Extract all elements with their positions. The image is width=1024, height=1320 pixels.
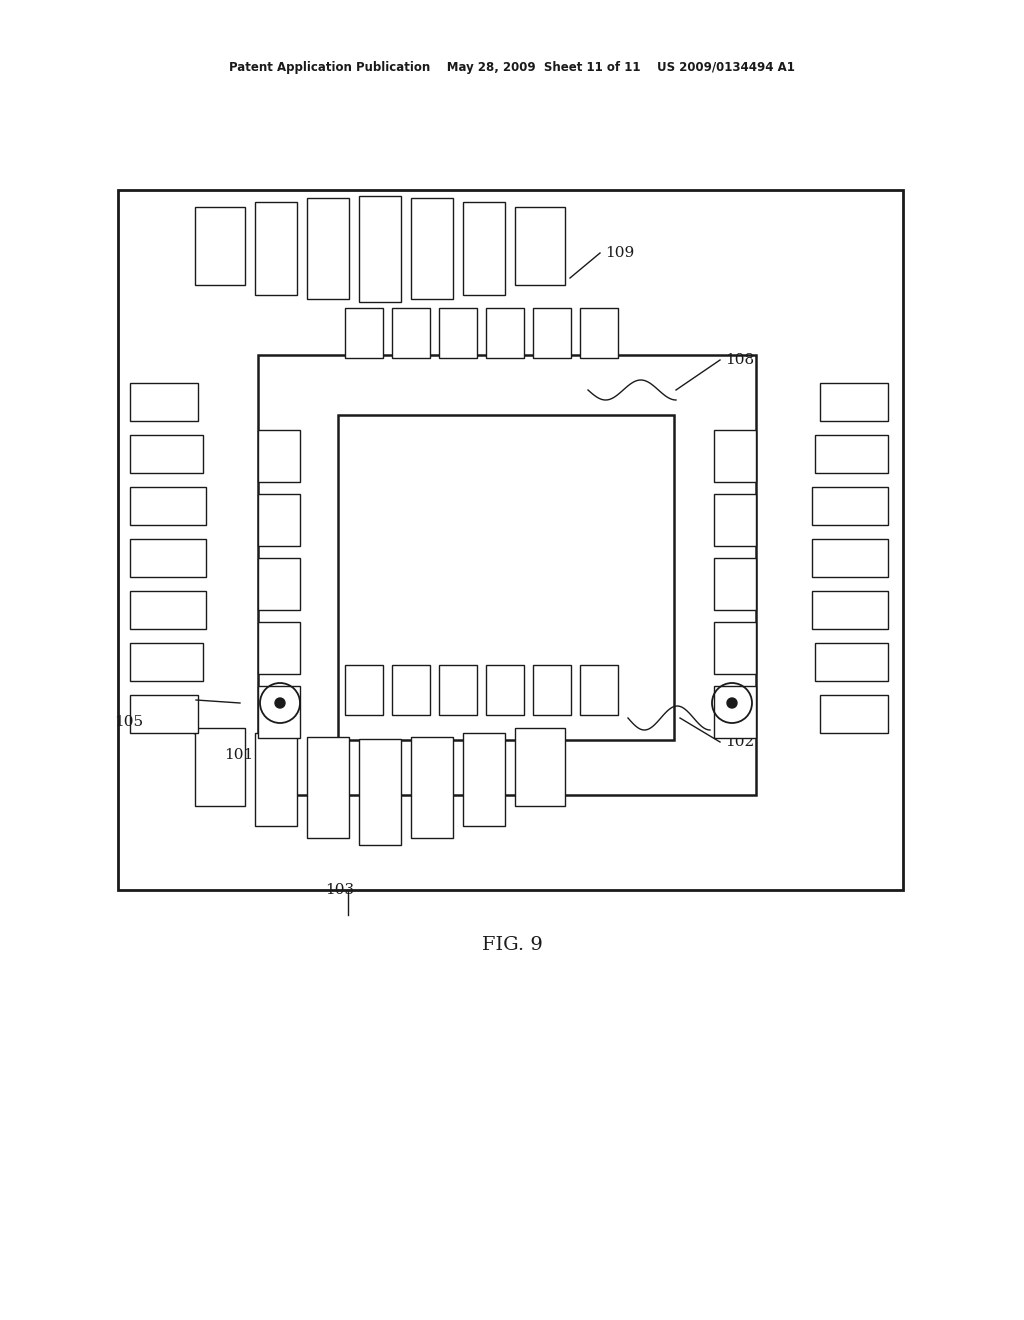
Bar bbox=[130, 383, 198, 421]
Bar bbox=[463, 202, 505, 294]
Bar bbox=[714, 622, 756, 675]
Text: Patent Application Publication    May 28, 2009  Sheet 11 of 11    US 2009/013449: Patent Application Publication May 28, 2… bbox=[229, 62, 795, 74]
Text: 103: 103 bbox=[326, 883, 354, 898]
Circle shape bbox=[275, 698, 285, 708]
Bar bbox=[345, 308, 383, 358]
Bar bbox=[130, 696, 198, 733]
Bar bbox=[515, 207, 565, 285]
Bar bbox=[130, 436, 203, 473]
Bar bbox=[815, 436, 888, 473]
Bar bbox=[130, 643, 203, 681]
Bar bbox=[359, 195, 401, 302]
Text: 101: 101 bbox=[224, 748, 253, 762]
Text: FIG. 9: FIG. 9 bbox=[481, 936, 543, 954]
Bar bbox=[439, 308, 477, 358]
Bar bbox=[812, 591, 888, 630]
Bar bbox=[255, 733, 297, 826]
Bar bbox=[258, 494, 300, 546]
Bar bbox=[392, 665, 430, 715]
Bar bbox=[714, 558, 756, 610]
Bar bbox=[534, 308, 571, 358]
Text: 105: 105 bbox=[114, 715, 143, 729]
Bar bbox=[258, 558, 300, 610]
Bar bbox=[714, 686, 756, 738]
Bar bbox=[515, 729, 565, 807]
Text: 108: 108 bbox=[725, 352, 754, 367]
Bar bbox=[195, 729, 245, 807]
Bar bbox=[307, 737, 349, 838]
Bar bbox=[580, 308, 618, 358]
Bar bbox=[820, 696, 888, 733]
Bar bbox=[820, 383, 888, 421]
Bar bbox=[258, 430, 300, 482]
Text: 102: 102 bbox=[725, 735, 755, 748]
Bar bbox=[307, 198, 349, 300]
Bar bbox=[714, 494, 756, 546]
Bar bbox=[439, 665, 477, 715]
Bar bbox=[258, 622, 300, 675]
Bar bbox=[714, 430, 756, 482]
Bar bbox=[486, 665, 524, 715]
Bar bbox=[258, 686, 300, 738]
Bar bbox=[359, 739, 401, 845]
Bar bbox=[195, 207, 245, 285]
Bar bbox=[463, 733, 505, 826]
Bar bbox=[486, 308, 524, 358]
Bar bbox=[580, 665, 618, 715]
Bar bbox=[338, 414, 674, 741]
Text: 109: 109 bbox=[605, 246, 634, 260]
Bar bbox=[118, 190, 903, 890]
Bar bbox=[534, 665, 571, 715]
Bar bbox=[258, 355, 756, 795]
Bar bbox=[812, 487, 888, 525]
Bar bbox=[392, 308, 430, 358]
Bar bbox=[411, 198, 453, 300]
Bar bbox=[130, 591, 206, 630]
Bar bbox=[815, 643, 888, 681]
Bar bbox=[812, 539, 888, 577]
Bar bbox=[255, 202, 297, 294]
Bar bbox=[411, 737, 453, 838]
Bar bbox=[130, 487, 206, 525]
Bar bbox=[130, 539, 206, 577]
Circle shape bbox=[727, 698, 737, 708]
Bar bbox=[345, 665, 383, 715]
